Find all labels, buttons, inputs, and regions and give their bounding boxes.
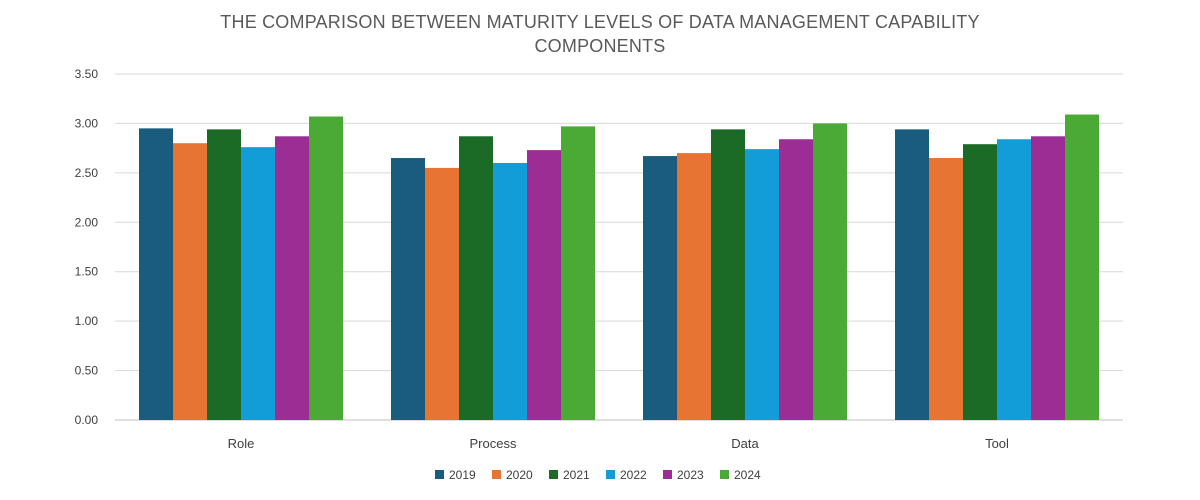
bar-process-2024 (561, 126, 595, 420)
bar-process-2021 (459, 136, 493, 420)
bar-tool-2024 (1065, 114, 1099, 420)
bar-tool-2019 (895, 129, 929, 421)
x-tick-label: Process (470, 436, 517, 451)
bar-role-2023 (275, 136, 309, 420)
bar-tool-2022 (997, 139, 1031, 420)
legend-label: 2023 (677, 468, 704, 482)
legend-swatch-2019 (435, 470, 444, 479)
legend: 2019 2020 2021 2022 2023 2024 (435, 468, 761, 482)
y-tick-label: 2.00 (75, 215, 99, 229)
x-axis-ticks: Role Process Data Tool (228, 436, 1009, 451)
bar-data-2023 (779, 139, 813, 420)
chart-title: THE COMPARISON BETWEEN MATURITY LEVELS O… (220, 12, 980, 56)
y-tick-label: 3.50 (75, 67, 99, 81)
legend-swatch-2022 (606, 470, 615, 479)
y-axis-ticks: 0.00 0.50 1.00 1.50 2.00 2.50 3.00 3.50 (75, 67, 99, 427)
bar-process-2019 (391, 158, 425, 420)
legend-label: 2024 (734, 468, 761, 482)
x-tick-label: Data (731, 436, 759, 451)
bar-tool-2020 (929, 158, 963, 420)
legend-label: 2019 (449, 468, 476, 482)
bar-process-2023 (527, 150, 561, 420)
x-tick-label: Role (228, 436, 255, 451)
legend-label: 2021 (563, 468, 590, 482)
bar-role-2024 (309, 116, 343, 420)
y-tick-label: 0.00 (75, 413, 99, 427)
bar-role-2022 (241, 147, 275, 420)
legend-swatch-2020 (492, 470, 501, 479)
bar-process-2020 (425, 167, 459, 420)
y-tick-label: 0.50 (75, 364, 99, 378)
bar-data-2024 (813, 123, 847, 420)
x-tick-label: Tool (985, 436, 1009, 451)
bars (139, 114, 1099, 421)
bar-role-2020 (173, 143, 207, 420)
bar-role-2021 (207, 129, 241, 421)
legend-swatch-2024 (720, 470, 729, 479)
bar-data-2022 (745, 149, 779, 421)
bar-data-2021 (711, 129, 745, 421)
legend-label: 2022 (620, 468, 647, 482)
bar-role-2019 (139, 128, 173, 420)
bar-data-2019 (643, 156, 677, 420)
legend-swatch-2021 (549, 470, 558, 479)
y-tick-label: 2.50 (75, 166, 99, 180)
y-tick-label: 1.00 (75, 314, 99, 328)
y-tick-label: 1.50 (75, 265, 99, 279)
bar-tool-2021 (963, 144, 997, 420)
legend-swatch-2023 (663, 470, 672, 479)
bar-tool-2023 (1031, 136, 1065, 420)
bar-data-2020 (677, 153, 711, 421)
legend-label: 2020 (506, 468, 533, 482)
y-tick-label: 3.00 (75, 116, 99, 130)
bar-process-2022 (493, 162, 527, 420)
